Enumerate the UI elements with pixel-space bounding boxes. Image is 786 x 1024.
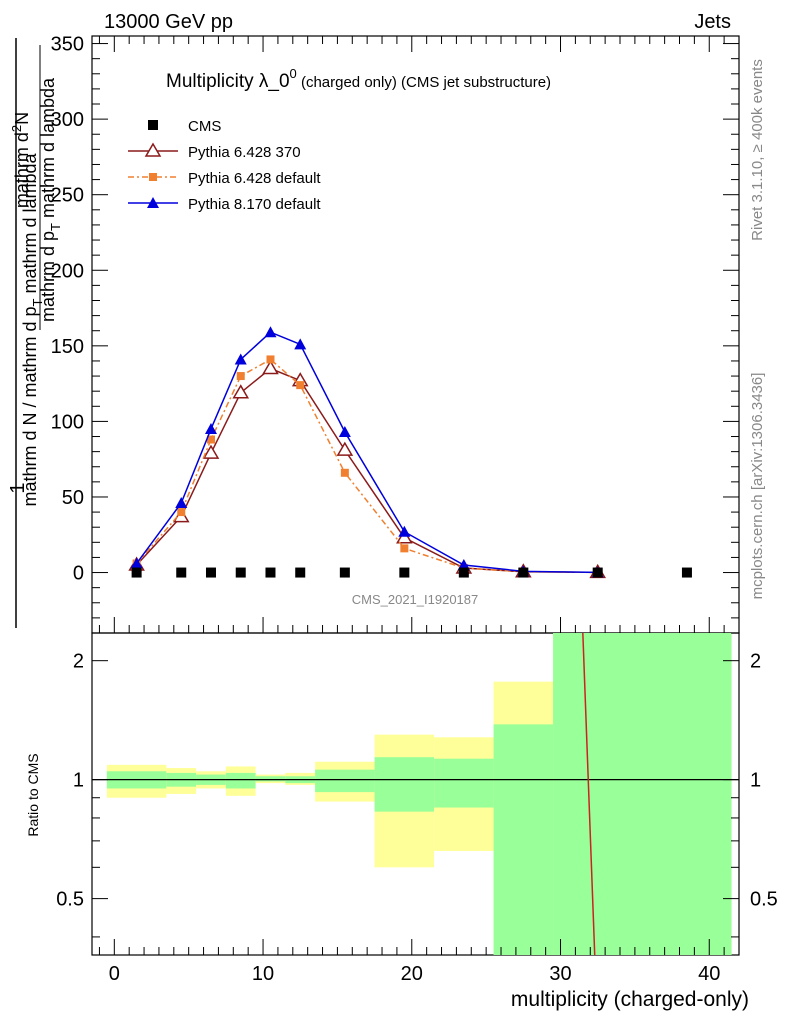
data-point [518,567,529,578]
data-point [236,372,245,381]
data-point [458,567,469,578]
ylabel-denominator: mathrm d N / mathrm d pT mathrm d lambda [20,152,45,506]
main-ylabel: 1 mathrm d N / mathrm d pT mathrm d lamb… [7,38,63,628]
data-point [235,567,246,578]
data-point [340,468,349,477]
ratio-frame [91,632,740,956]
x-tick-label: 0 [109,963,120,985]
data-point [339,567,350,578]
ratio-band-inner [255,776,286,782]
data-point [266,355,275,364]
y-tick-label: 350 [51,34,84,56]
ratio-tick-label: 1 [73,770,84,792]
ratio-band-inner [493,724,554,955]
legend-label: Pythia 8.170 default [188,196,321,213]
legend-label: Pythia 6.428 370 [188,144,301,161]
process-label: Jets [694,11,731,33]
data-point [144,142,162,157]
data-point [399,567,410,578]
series-line [136,331,598,574]
x-tick-label: 40 [698,963,720,985]
ratio-tick-label: 2 [750,651,761,673]
ratio-lines [92,632,739,956]
ratio-tick-label: 2 [73,651,84,673]
data-point [206,435,215,444]
analysis-id: CMS_2021_I1920187 [352,592,479,607]
y-tick-label: 250 [51,185,84,207]
data-point [130,557,143,569]
ratio-band-inner [434,758,494,808]
series-cms [131,567,692,578]
data-point [176,567,187,578]
ratio-band-inner [315,769,375,793]
ylabel-numerator: 1 [7,482,29,493]
x-axis-label: multiplicity (charged-only) [511,988,749,1011]
ylabel-inner-denominator: mathrm d pT mathrm d lambda [38,77,63,322]
ratio-axes: 0.5 0.5 1 1 2 2 [56,651,778,938]
rivet-label: Rivet 3.1.10, ≥ 400k events [749,59,766,241]
ratio-bands [106,633,732,955]
ratio-tick-label: 0.5 [750,889,778,911]
data-point [202,444,220,459]
ratio-band-inner [374,757,435,812]
ratio-tick-label: 0.5 [56,889,84,911]
ratio-ylabel: Ratio to CMS [25,753,41,836]
data-point [681,567,692,578]
data-point [234,353,247,365]
data-point [177,508,186,517]
ratio-model-line [582,632,596,956]
data-point [396,529,413,544]
data-point [296,381,305,390]
data-point [175,497,188,509]
chart-title: Multiplicity λ_00 (charged only) (CMS je… [166,66,551,92]
data-point [295,567,306,578]
data-point [294,338,307,350]
ratio-band-inner [553,633,732,955]
data-point [398,525,411,537]
series-pythia-6-428-default [132,355,602,577]
energy-label: 13000 GeV pp [104,11,233,33]
x-tick-label: 20 [401,963,423,985]
data-point [205,567,216,578]
data-point [148,120,158,130]
x-tick-label: 30 [549,963,571,985]
data-point [336,441,354,456]
y-tick-label: 200 [51,260,84,282]
data-point [338,425,351,437]
legend-label: Pythia 6.428 default [188,170,321,187]
data-point [147,197,159,208]
ratio-band-inner [225,772,256,789]
x-axis: 0 10 20 30 40 [98,36,725,985]
data-point [262,360,279,375]
y-tick-label: 300 [51,109,84,131]
y-tick-label: 100 [51,411,84,433]
x-tick-label: 10 [252,963,274,985]
data-point [131,567,142,578]
main-axes: 0 50 100 150 200 250 300 350 [51,34,739,634]
legend-label: CMS [188,118,221,135]
legend: CMS Pythia 6.428 370 Pythia 6.428 default P… [128,118,321,213]
y-tick-label: 0 [73,563,84,585]
data-point [232,384,250,399]
ratio-tick-label: 1 [750,770,761,792]
data-point [400,544,409,553]
y-tick-label: 150 [51,336,84,358]
ylabel-inner-numerator: mathrm d2N [9,112,32,208]
data-point [265,567,276,578]
y-tick-label: 50 [62,487,84,509]
data-point [204,422,217,434]
series-layer [128,326,692,579]
data-point [264,326,277,338]
mcplots-label: mcplots.cern.ch [arXiv:1306.3436] [749,373,766,600]
series-pythia-8-170-default [130,326,604,578]
data-point [149,173,157,181]
data-point [592,567,603,578]
data-point [457,558,470,570]
